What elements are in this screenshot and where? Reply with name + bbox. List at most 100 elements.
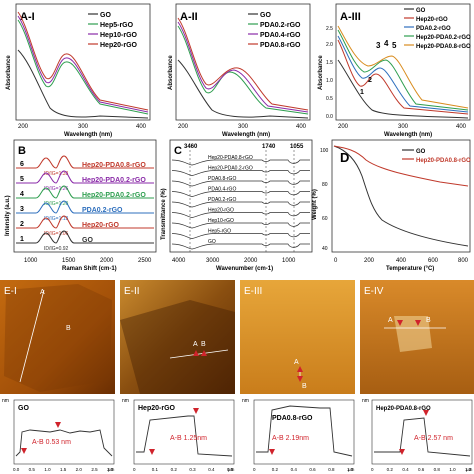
id-ig-ratio: ID/IG=1.06 [44, 231, 69, 237]
ftir-spectrum [171, 201, 310, 208]
axis-xlabel: Wavelength (nm) [222, 132, 270, 138]
panel-label-e3: E-III [244, 286, 262, 297]
tick-label: 0.8 [328, 467, 335, 472]
tick-label: 0.2 [387, 467, 394, 472]
curve-hep20 [17, 11, 149, 111]
profile-e2: nm Hep20-rGO A-B 1.25nm 0 0.1 0.2 0.3 0.4 0.5… [122, 398, 235, 472]
tick-label: 1.0 [449, 467, 456, 472]
band-label: 1055 [290, 144, 304, 150]
afm-image-e4: E-IV A B [360, 280, 474, 394]
afm-image-e2: E-II A B [120, 280, 235, 394]
point-a: A [294, 359, 299, 366]
tick-label: 800 [458, 258, 469, 264]
series-name: Hep20-PDA0.2-rGO [208, 166, 253, 172]
series-name: PDA0.2-rGO [82, 207, 123, 214]
tick-label: 1.5 [60, 467, 67, 472]
row-number: 5 [20, 176, 24, 183]
id-ig-ratio: ID/IG=1.33 [44, 171, 69, 177]
axis-unit: nm [362, 398, 369, 404]
ftir-spectrum [171, 191, 310, 197]
panel-a1: A-I 200 300 400 Wavelength (nm) Absorban… [6, 3, 151, 138]
axis-unit: nm [242, 398, 249, 404]
tick-label: 2.0 [76, 467, 83, 472]
tick-label: 0 [371, 467, 374, 472]
tick-label: 0 [253, 467, 256, 472]
tick-label: 100 [320, 148, 329, 154]
afm-image-e1: E-I A B [0, 280, 115, 394]
tick-label: 3000 [206, 258, 220, 264]
series-name: GO [208, 239, 216, 245]
id-ig-ratio: ID/IG=1.20 [44, 201, 69, 207]
tick-label: 300 [238, 124, 249, 130]
panel-c: C 3460 1740 1055 Hep20-PDA0.8-rGO Hep20-P… [161, 139, 313, 272]
distance-label: A-B 0.53 nm [32, 439, 71, 446]
raman-spectrum [16, 185, 154, 199]
axis-unit: μm [228, 467, 235, 472]
curve-go [17, 49, 149, 119]
axis-ylabel: Intensity (a.u.) [5, 195, 11, 236]
point-b: B [201, 341, 206, 348]
raman-spectrum [16, 155, 154, 169]
legend-entry: Hep5-rGO [100, 22, 134, 29]
axis-unit: μm [466, 467, 473, 472]
panel-label-a2: A-II [180, 11, 198, 23]
point-b: B [302, 383, 307, 390]
legend-entry: PDA0.4-rGO [260, 32, 301, 39]
tick-label: 0.6 [309, 467, 316, 472]
series-name: Hep20-PDA0.2-rGO [82, 177, 146, 184]
tick-label: 1000 [282, 258, 296, 264]
band-label: 3460 [184, 144, 198, 150]
raman-spectrum [16, 230, 154, 244]
legend-entry: GO [100, 12, 111, 19]
axis-ylabel: Absorbance [168, 55, 174, 90]
peak-label: 5 [392, 41, 397, 50]
panel-label-c: C [174, 145, 182, 157]
series-name: Hep20-rGO [208, 208, 234, 214]
profile-name: GO [18, 405, 29, 412]
axis-xlabel: Wavelength (nm) [64, 132, 112, 138]
axis-xlabel: Wavelength (nm) [384, 132, 432, 138]
tick-label: 0 [133, 467, 136, 472]
tick-label: 40 [322, 246, 328, 252]
series-name: Hep20-rGO [82, 222, 120, 229]
tick-label: 400 [396, 258, 407, 264]
row-number: 1 [20, 236, 24, 243]
tick-label: 0.1 [152, 467, 159, 472]
id-ig-ratio: ID/IG=1.26 [44, 186, 69, 192]
raman-spectrum [16, 200, 154, 214]
raman-spectrum [16, 170, 154, 184]
series-name: Hep20-PDA0.2-rGO [82, 192, 146, 199]
tick-label: 0.5 [227, 467, 234, 472]
tick-label: 1.0 [326, 78, 333, 84]
peak-label: 1 [360, 89, 364, 96]
id-ig-ratio: ID/IG=0.92 [44, 246, 69, 252]
tick-label: 0 [334, 258, 338, 264]
series-name: Hep20-PDA0.8-rGO [82, 162, 146, 169]
distance-label: A-B 2.57 nm [414, 435, 453, 442]
id-ig-ratio: ID/IG=1.13 [44, 216, 69, 222]
tick-label: 2500 [138, 258, 152, 264]
curve-hep5 [17, 19, 149, 115]
curve-hep10 [17, 15, 149, 113]
peak-label: 2 [368, 77, 372, 84]
afm-image-e3: E-III A B [240, 280, 355, 394]
tick-label: 80 [322, 182, 328, 188]
legend-entry: Hep20-rGO [100, 42, 138, 49]
series-name: PDA0.4-rGO [208, 187, 236, 193]
ftir-spectrum [171, 180, 310, 187]
panel-a3: A-III 2.5 2.0 1.5 1.0 0.5 0.0 1 2 3 4 5 … [318, 3, 471, 138]
tick-label: 0.2 [272, 467, 279, 472]
row-number: 2 [20, 221, 24, 228]
point-b: B [426, 317, 431, 324]
raman-spectrum [16, 215, 154, 229]
tick-label: 3.0 [107, 467, 114, 472]
panel-b: B 6 ID/IG=1.33 Hep20-PDA0.8-rGO 5 ID/IG=1.26… [5, 139, 157, 272]
tick-label: 200 [338, 124, 349, 130]
panel-label-e4: E-IV [364, 286, 384, 297]
tick-label: 1000 [24, 258, 38, 264]
ftir-spectrum [171, 159, 310, 166]
tick-label: 0.3 [189, 467, 196, 472]
tick-label: 300 [78, 124, 89, 130]
peak-label: 4 [384, 39, 389, 48]
